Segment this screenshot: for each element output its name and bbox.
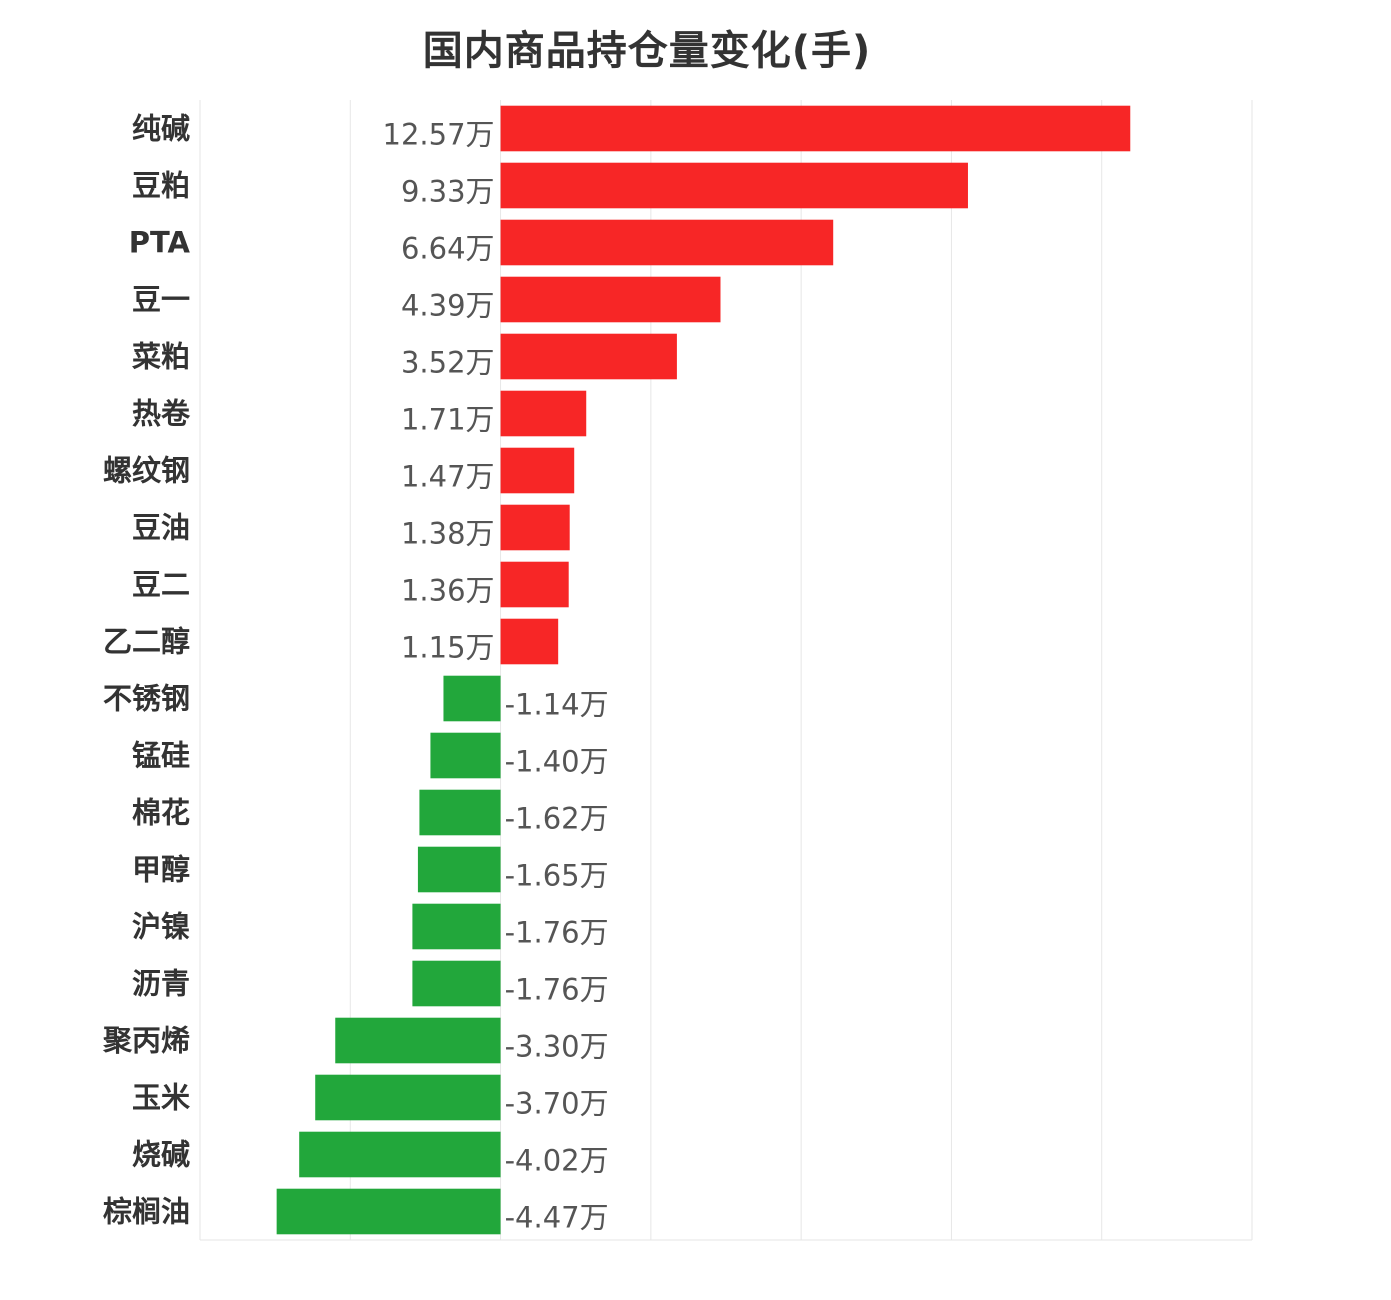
value-label: 1.47万: [401, 460, 495, 494]
category-label: 锰硅: [132, 739, 190, 773]
bar: [412, 903, 501, 950]
value-label: 9.33万: [401, 175, 495, 209]
bar: [500, 276, 721, 323]
chart-title: 国内商品持仓量变化(手): [422, 28, 872, 74]
category-label: 棕榈油: [103, 1195, 190, 1229]
bar: [335, 1017, 501, 1064]
value-label: 1.38万: [401, 517, 495, 551]
bar: [500, 447, 575, 494]
bar: [315, 1074, 501, 1121]
value-labels: 12.57万 9.33万 6.64万 4.39万 3.52万 1.71万 1.47万 1.38…: [383, 118, 609, 1235]
category-label: 沪镍: [132, 910, 190, 944]
bar: [276, 1188, 501, 1235]
bar: [500, 162, 968, 209]
category-label: 棉花: [132, 796, 190, 830]
category-label: 沥青: [132, 967, 190, 1001]
category-label: 豆粕: [132, 169, 190, 203]
value-label: 1.36万: [401, 574, 495, 608]
category-label: 豆二: [132, 568, 190, 602]
category-label: 豆一: [132, 283, 190, 317]
category-label: 不锈钢: [103, 682, 190, 716]
value-label: -1.14万: [505, 688, 609, 722]
value-label: -1.62万: [505, 802, 609, 836]
bar: [299, 1131, 501, 1178]
bar: [500, 219, 834, 266]
category-label: 玉米: [132, 1081, 190, 1115]
bar: [412, 960, 501, 1007]
value-label: 6.64万: [401, 232, 495, 266]
value-label: 1.71万: [401, 403, 495, 437]
value-label: -1.76万: [505, 973, 609, 1007]
bar: [500, 561, 569, 608]
value-label: -3.70万: [505, 1087, 609, 1121]
category-label: 豆油: [132, 511, 190, 545]
category-label: 螺纹钢: [103, 454, 190, 488]
value-label: -1.76万: [505, 916, 609, 950]
category-label: 甲醇: [132, 853, 190, 887]
grid-lines: [199, 100, 1253, 1241]
bar: [500, 390, 587, 437]
bar: [500, 618, 559, 665]
value-label: -3.30万: [505, 1030, 609, 1064]
value-label: 1.15万: [401, 631, 495, 665]
bar: [500, 333, 677, 380]
value-label: 12.57万: [383, 118, 495, 152]
bars: [276, 105, 1131, 1235]
category-label: 烧碱: [132, 1138, 190, 1172]
category-label: 聚丙烯: [102, 1024, 190, 1058]
value-label: -4.47万: [505, 1201, 609, 1235]
category-label: 热卷: [132, 397, 191, 431]
bar: [419, 789, 501, 836]
bar: [500, 105, 1131, 152]
value-label: -1.40万: [505, 745, 609, 779]
bar: [500, 504, 570, 551]
category-label: 乙二醇: [103, 625, 190, 659]
category-label: 纯碱: [132, 112, 190, 146]
value-label: -4.02万: [505, 1144, 609, 1178]
bar: [430, 732, 501, 779]
value-label: 4.39万: [401, 289, 495, 323]
bar: [417, 846, 501, 893]
category-label: 菜粕: [132, 340, 190, 374]
category-label: PTA: [129, 226, 191, 260]
value-label: -1.65万: [505, 859, 609, 893]
value-label: 3.52万: [401, 346, 495, 380]
bar: [443, 675, 501, 722]
